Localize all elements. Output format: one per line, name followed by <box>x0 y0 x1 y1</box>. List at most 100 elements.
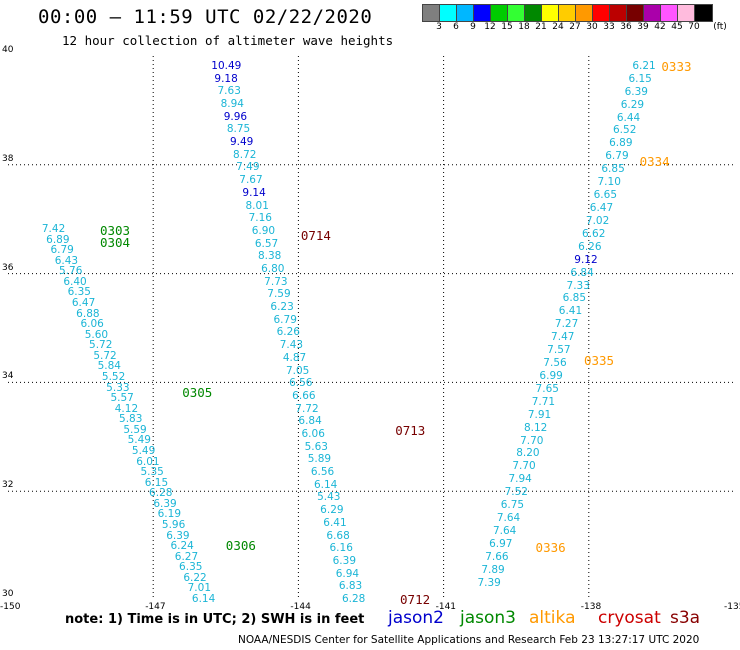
pass-time-label: 0334 <box>639 154 670 170</box>
swh-value: 7.63 <box>217 85 241 98</box>
swh-value: 7.57 <box>547 344 571 357</box>
legend-label: 21 <box>535 22 547 32</box>
swh-value: 5.96 <box>161 519 186 532</box>
pass-time-label: 0303 <box>99 223 131 239</box>
swh-value: 6.29 <box>320 504 344 517</box>
swh-value: 5.52 <box>101 371 126 384</box>
legend-swatch <box>661 5 678 21</box>
swh-value: 7.27 <box>554 318 579 331</box>
swh-value: 8.38 <box>257 250 282 263</box>
satellite-jason2: jason2 <box>388 608 444 628</box>
swh-value: 6.89 <box>46 233 70 246</box>
grid-lines <box>8 56 734 600</box>
lat-tick-label: 38 <box>2 153 14 164</box>
swh-value: 6.83 <box>338 580 363 593</box>
color-legend <box>422 4 713 22</box>
swh-value: 6.97 <box>489 537 513 550</box>
swh-value: 9.14 <box>242 186 266 199</box>
swh-value: 6.39 <box>624 85 648 98</box>
legend-swatch <box>491 5 508 21</box>
swh-value: 6.41 <box>323 516 347 529</box>
swh-value: 8.94 <box>220 97 244 110</box>
swh-value: 9.96 <box>223 110 248 123</box>
swh-value: 7.67 <box>239 174 263 187</box>
legend-swatch <box>593 5 610 21</box>
legend-swatch <box>695 5 712 21</box>
swh-value: 7.42 <box>41 223 66 236</box>
swh-value: 5.83 <box>119 413 143 426</box>
swh-value: 7.02 <box>585 214 610 227</box>
swh-value: 6.99 <box>539 369 563 382</box>
swh-value: 5.72 <box>89 339 113 352</box>
legend-swatch <box>423 5 440 21</box>
swh-value: 6.29 <box>620 98 645 111</box>
swh-value: 7.89 <box>481 563 505 576</box>
lon-tick-label: -138 <box>580 602 602 612</box>
pass-time-label: 0335 <box>583 352 615 368</box>
swh-value: 9.49 <box>229 136 254 149</box>
legend-swatch <box>678 5 695 21</box>
swh-value: 5.84 <box>97 360 121 373</box>
swh-value: 6.84 <box>570 266 594 279</box>
swh-value: 7.70 <box>512 460 536 473</box>
map-subtitle: 12 hour collection of altimeter wave hei… <box>62 33 394 48</box>
swh-value: 7.70 <box>520 434 544 447</box>
swh-value: 7.49 <box>236 161 260 174</box>
satellite-jason3: jason3 <box>460 608 516 628</box>
swh-value: 6.39 <box>153 497 177 510</box>
lon-tick-label: -147 <box>145 602 166 612</box>
lat-tick-label: 34 <box>2 371 14 382</box>
swh-value: 6.06 <box>80 318 104 331</box>
legend-label: 3 <box>436 22 442 32</box>
legend-swatch <box>610 5 627 21</box>
swh-value: 6.39 <box>166 529 190 542</box>
swh-value: 8.01 <box>245 199 269 212</box>
lat-tick-label: 40 <box>2 45 14 55</box>
satellite-s3a: s3a <box>670 608 701 628</box>
legend-swatch <box>508 5 525 21</box>
swh-value: 6.26 <box>578 240 602 253</box>
legend-label: 70 <box>688 22 700 32</box>
swh-value: 6.01 <box>136 455 160 468</box>
lat-tick-label: 36 <box>2 262 14 273</box>
swh-value: 6.85 <box>601 163 625 176</box>
legend-label: 45 <box>671 22 683 32</box>
swh-value: 6.15 <box>628 72 652 85</box>
swh-value: 6.23 <box>270 301 294 314</box>
swh-value: 6.21 <box>632 59 656 72</box>
swh-value: 5.43 <box>317 491 341 504</box>
pass-time-label: 0712 <box>400 592 431 607</box>
swh-value: 5.33 <box>106 381 130 394</box>
swh-value: 7.05 <box>285 364 310 377</box>
swh-value: 6.26 <box>276 326 300 339</box>
swh-value: 5.72 <box>93 349 117 362</box>
swh-value: 6.56 <box>310 466 335 479</box>
swh-value: 6.35 <box>67 286 91 299</box>
swh-value: 7.94 <box>508 473 532 486</box>
legend-label: 30 <box>586 22 598 32</box>
legend-swatch <box>542 5 559 21</box>
footer-credit: NOAA/NESDIS Center for Satellite Applica… <box>238 634 700 646</box>
swh-value: 7.52 <box>504 486 528 499</box>
legend-swatch <box>576 5 593 21</box>
swh-value: 6.56 <box>289 377 313 390</box>
swh-value: 7.01 <box>187 582 212 595</box>
swh-value: 6.39 <box>332 554 357 567</box>
swh-value: 6.80 <box>261 262 285 275</box>
swh-value: 6.85 <box>562 292 587 305</box>
swh-value: 6.84 <box>298 415 322 428</box>
swh-value: 7.47 <box>551 331 575 344</box>
swh-value: 7.65 <box>535 382 559 395</box>
swh-value: 6.79 <box>605 150 629 163</box>
footer-note: note: 1) Time is in UTC; 2) SWH is in fe… <box>65 612 365 627</box>
swh-value: 6.94 <box>335 567 360 580</box>
swh-value: 8.20 <box>516 447 540 460</box>
swh-value: 6.40 <box>63 275 87 288</box>
swh-value: 7.16 <box>248 212 272 225</box>
legend-swatch <box>440 5 457 21</box>
legend-label: 39 <box>637 22 649 32</box>
swh-value: 6.75 <box>500 499 525 512</box>
legend-label: 33 <box>603 22 615 32</box>
swh-value: 6.19 <box>157 508 182 521</box>
swh-value: 6.47 <box>589 202 614 214</box>
